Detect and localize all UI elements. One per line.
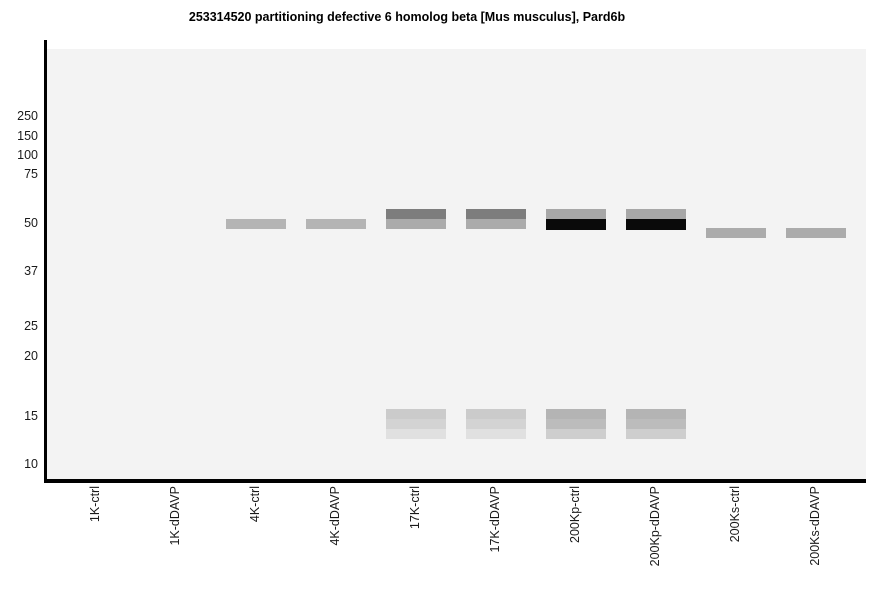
lane-label-200Ks-ctrl: 200Ks-ctrl (728, 486, 742, 543)
lane-label-1K-dDAVP: 1K-dDAVP (168, 486, 182, 546)
lane-label-17K-dDAVP: 17K-dDAVP (488, 486, 502, 553)
lane-label-4K-dDAVP: 4K-dDAVP (328, 486, 342, 546)
x-axis-line (44, 479, 866, 483)
mw-marker-250: 250 (17, 109, 38, 123)
lane-label-4K-ctrl: 4K-ctrl (248, 486, 262, 523)
plot-area (46, 49, 866, 479)
mw-marker-20: 20 (24, 349, 38, 363)
mw-marker-labels: 250 150 100 75 50 37 25 20 15 10 (0, 0, 41, 595)
lane-label-200Ks-dDAVP: 200Ks-dDAVP (808, 486, 822, 566)
mw-marker-150: 150 (17, 129, 38, 143)
lane-label-17K-ctrl: 17K-ctrl (408, 486, 422, 530)
lane-label-200Kp-ctrl: 200Kp-ctrl (568, 486, 582, 543)
mw-marker-50: 50 (24, 216, 38, 230)
mw-marker-75: 75 (24, 167, 38, 181)
lane-label-1K-ctrl: 1K-ctrl (88, 486, 102, 523)
mw-marker-15: 15 (24, 409, 38, 423)
mw-marker-25: 25 (24, 319, 38, 333)
mw-marker-10: 10 (24, 457, 38, 471)
mw-marker-100: 100 (17, 148, 38, 162)
chart-title: 253314520 partitioning defective 6 homol… (188, 10, 626, 24)
mw-marker-37: 37 (24, 264, 38, 278)
lane-label-200Kp-dDAVP: 200Kp-dDAVP (648, 486, 662, 567)
y-axis-line (44, 40, 47, 483)
